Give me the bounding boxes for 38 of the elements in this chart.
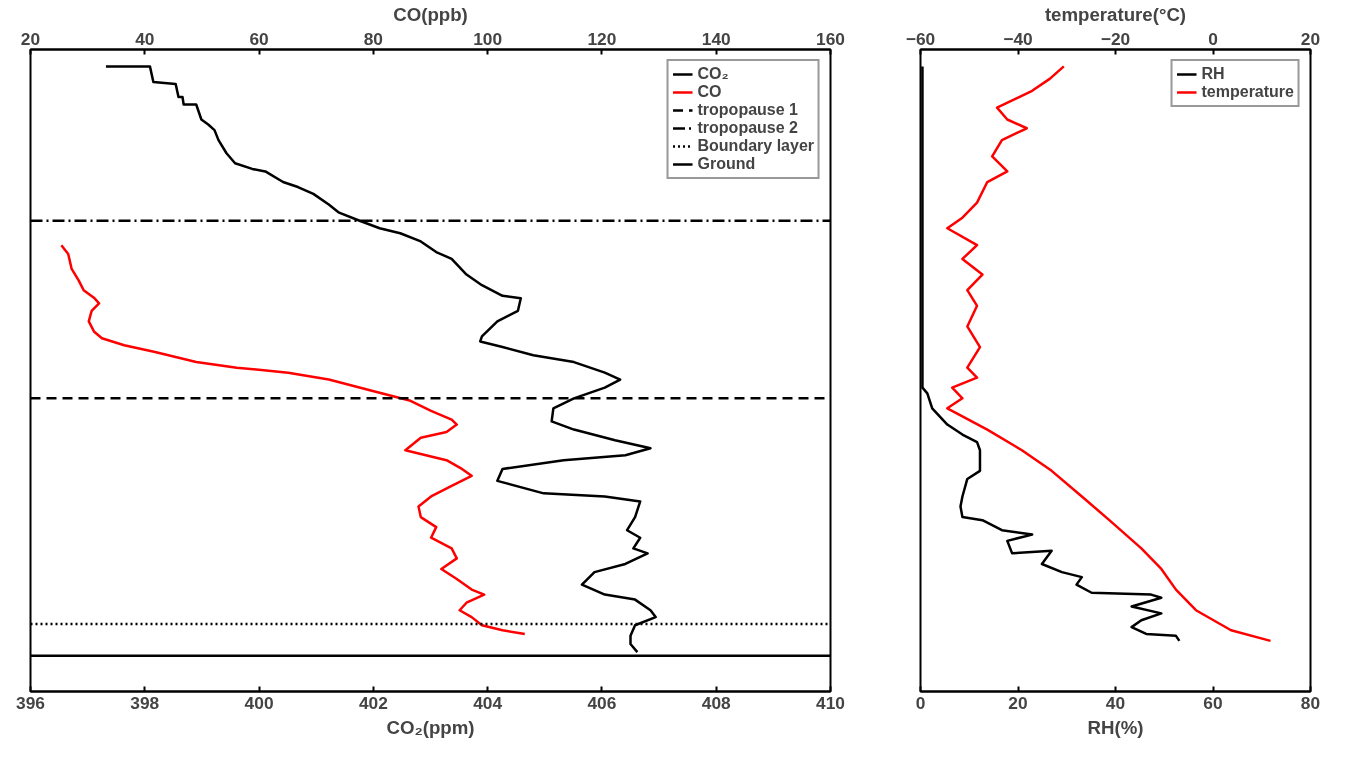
x-tick-label: 404 (473, 692, 503, 713)
x2-tick-label: 160 (816, 28, 845, 49)
x2-tick-label: 60 (249, 28, 269, 49)
x2-tick-label: 0 (1208, 28, 1218, 49)
x-tick-label: 400 (244, 692, 274, 713)
x2-tick-label: −60 (905, 28, 936, 49)
x2-tick-label: −20 (1100, 28, 1131, 49)
x-tick-label: 408 (701, 692, 732, 713)
x2-tick-label: 120 (587, 28, 617, 49)
x-axis-title: RH(%) (1087, 716, 1144, 738)
x-axis-title: CO₂(ppm) (386, 716, 475, 738)
x-tick-label: 20 (1008, 692, 1028, 713)
x2-tick-label: 40 (135, 28, 155, 49)
legend-label: tropopause 2 (697, 119, 798, 137)
legend-label: Ground (697, 155, 756, 173)
x2-tick-label: −40 (1003, 28, 1033, 49)
x-tick-label: 398 (130, 692, 160, 713)
x-tick-label: 60 (1203, 692, 1223, 713)
x2-tick-label: 100 (473, 28, 503, 49)
x-tick-label: 406 (587, 692, 617, 713)
legend-label: RH (1201, 65, 1225, 83)
x2-tick-label: 80 (363, 28, 383, 49)
x-tick-label: 396 (16, 692, 46, 713)
x2-tick-label: 20 (20, 28, 41, 49)
legend-label: CO₂ (697, 65, 729, 83)
x-tick-label: 0 (915, 692, 926, 713)
legend-label: temperature (1201, 83, 1294, 101)
x2-axis-title: temperature(°C) (1044, 3, 1187, 25)
x2-axis-title: CO(ppb) (393, 3, 468, 25)
x-tick-label: 80 (1300, 692, 1321, 713)
legend-label: CO (697, 83, 722, 101)
x-tick-label: 410 (816, 692, 845, 713)
legend-label: tropopause 1 (697, 101, 798, 119)
x2-tick-label: 140 (701, 28, 731, 49)
x2-tick-label: 20 (1300, 28, 1321, 49)
x-tick-label: 40 (1105, 692, 1126, 713)
x-tick-label: 402 (358, 692, 388, 713)
legend-label: Boundary layer (697, 137, 814, 155)
